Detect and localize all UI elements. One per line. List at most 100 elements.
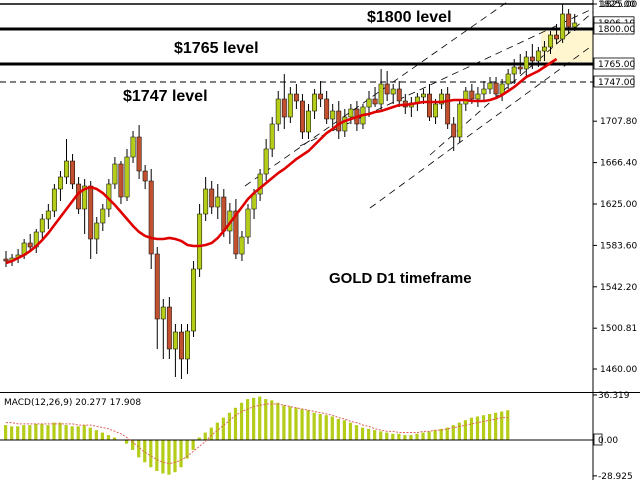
candle-body bbox=[179, 331, 184, 360]
macd-histogram bbox=[0, 396, 593, 475]
macd-bar bbox=[494, 412, 498, 440]
candle-body bbox=[293, 93, 299, 102]
candle-body bbox=[396, 88, 402, 102]
candle-body bbox=[209, 188, 215, 208]
candle-body bbox=[487, 82, 493, 90]
moving-average-line bbox=[5, 57, 558, 265]
channel-line-0 bbox=[244, 0, 511, 187]
macd-bar bbox=[318, 413, 322, 440]
candle-body bbox=[318, 93, 324, 100]
macd-bar bbox=[354, 425, 359, 440]
macd-bar bbox=[282, 405, 286, 440]
price-tick-label: 1583.60 bbox=[600, 241, 637, 251]
candle-body bbox=[469, 90, 475, 100]
macd-bar bbox=[469, 417, 474, 440]
macd-bar bbox=[360, 427, 365, 440]
price-tags: 1806.191795.601800.001765.001747.001825.… bbox=[593, 0, 635, 88]
macd-title: MACD(12,26,9) 20.277 17.908 bbox=[4, 398, 141, 408]
macd-bar bbox=[149, 440, 153, 468]
macd-bar bbox=[167, 440, 171, 475]
candle-body bbox=[505, 73, 511, 85]
candle-body bbox=[64, 160, 69, 178]
candle-body bbox=[154, 253, 160, 320]
candle-body bbox=[433, 103, 439, 118]
candle-body bbox=[554, 34, 559, 40]
candle-body bbox=[203, 188, 209, 215]
price-tick-label: 1460.00 bbox=[600, 365, 637, 375]
candle-body bbox=[560, 13, 566, 40]
price-tick-label: 1625.00 bbox=[600, 200, 637, 210]
macd-bar bbox=[451, 425, 455, 440]
candle-body bbox=[511, 66, 517, 75]
candle-body bbox=[481, 88, 487, 95]
macd-bar bbox=[488, 413, 492, 440]
candle-body bbox=[517, 66, 523, 70]
macd-bar bbox=[385, 432, 389, 440]
macd-bar bbox=[397, 433, 401, 440]
candle-body bbox=[233, 210, 239, 255]
macd-bar bbox=[10, 426, 14, 440]
candle-body bbox=[172, 331, 178, 350]
macd-bar bbox=[270, 400, 274, 440]
candle-body bbox=[197, 213, 203, 270]
candle-body bbox=[445, 93, 451, 125]
trend-channel bbox=[244, 0, 594, 209]
candle-body bbox=[70, 160, 75, 185]
price-top-label: 1825.00 bbox=[598, 0, 635, 10]
candle-body bbox=[300, 100, 305, 133]
macd-bar bbox=[203, 432, 207, 440]
macd-bar bbox=[34, 423, 38, 440]
macd-bar bbox=[506, 410, 510, 440]
macd-bar bbox=[239, 402, 244, 440]
macd-bar bbox=[100, 432, 104, 440]
macd-bar bbox=[227, 412, 232, 440]
macd-bar bbox=[52, 422, 56, 440]
price-tag-text: 1800.00 bbox=[598, 25, 635, 35]
macd-bar bbox=[46, 425, 50, 440]
macd-zero-box bbox=[593, 433, 603, 446]
macd-bar bbox=[22, 425, 26, 440]
macd-bar bbox=[288, 406, 292, 440]
macd-bar bbox=[415, 433, 419, 440]
macd-axis: 36.319 0.00 -28.925 bbox=[593, 391, 633, 480]
channel-line-2 bbox=[369, 44, 594, 209]
macd-bar bbox=[475, 416, 480, 440]
price-tag-text: 1765.00 bbox=[598, 60, 635, 70]
candle-body bbox=[263, 148, 269, 175]
macd-bar bbox=[391, 433, 395, 440]
candle-body bbox=[493, 82, 499, 95]
macd-bar bbox=[88, 427, 92, 440]
price-tag-text: 1747.00 bbox=[598, 78, 635, 88]
macd-bar bbox=[70, 426, 74, 440]
candle-body bbox=[45, 210, 51, 220]
candle-body bbox=[348, 108, 354, 118]
candle-body bbox=[88, 185, 94, 240]
macd-bar bbox=[112, 437, 117, 440]
macd-bar bbox=[403, 435, 407, 440]
candle-body bbox=[100, 208, 106, 224]
candle-body bbox=[185, 330, 190, 360]
macd-bar bbox=[264, 399, 268, 440]
candle-body bbox=[82, 185, 88, 210]
macd-bar bbox=[481, 415, 486, 440]
candle-body bbox=[245, 208, 251, 238]
candle-body bbox=[324, 98, 330, 120]
candle-body bbox=[112, 163, 118, 185]
macd-bar bbox=[94, 430, 98, 440]
macd-bar bbox=[421, 432, 425, 440]
macd-bar bbox=[348, 422, 353, 440]
candle-body bbox=[166, 306, 172, 350]
macd-bar bbox=[294, 407, 298, 440]
candle-body bbox=[523, 56, 529, 70]
candle-body bbox=[51, 188, 57, 212]
macd-bar bbox=[4, 425, 8, 440]
candle-body bbox=[130, 136, 136, 158]
price-tag-l1800: 1800.00 bbox=[593, 22, 635, 35]
price-tick-label: 1666.40 bbox=[600, 159, 637, 169]
candle-body bbox=[372, 98, 378, 105]
macd-bar bbox=[379, 431, 383, 440]
price-tick-label: 1542.20 bbox=[600, 283, 637, 293]
macd-bar bbox=[445, 427, 449, 440]
macd-bar bbox=[342, 420, 346, 440]
macd-bar bbox=[252, 397, 256, 440]
